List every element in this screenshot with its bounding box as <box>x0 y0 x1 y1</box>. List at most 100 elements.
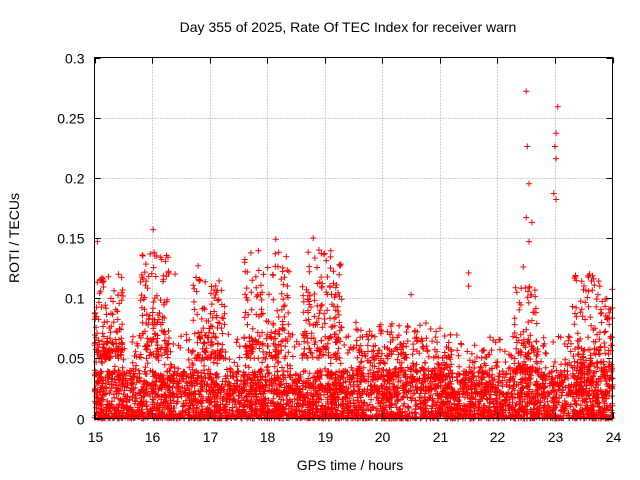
data-point <box>189 348 196 355</box>
data-point <box>506 383 513 390</box>
data-point <box>513 289 520 296</box>
data-point <box>131 400 138 407</box>
data-point <box>596 283 603 290</box>
data-point <box>234 377 241 384</box>
data-point <box>479 407 486 413</box>
data-point <box>318 302 324 309</box>
data-point <box>461 394 468 401</box>
data-point <box>457 340 464 347</box>
data-point <box>318 274 325 281</box>
data-point <box>418 405 425 412</box>
data-point <box>299 283 306 290</box>
data-point <box>319 414 326 421</box>
data-point <box>285 309 292 316</box>
data-point <box>118 274 125 281</box>
data-point <box>220 395 227 402</box>
data-point <box>368 396 375 403</box>
data-point <box>202 278 209 285</box>
data-point <box>131 414 138 421</box>
data-point <box>150 264 157 271</box>
data-point <box>456 363 463 370</box>
data-point <box>357 327 364 334</box>
data-point <box>264 264 271 271</box>
data-point <box>157 297 164 303</box>
data-point <box>247 249 254 256</box>
data-point <box>293 403 300 410</box>
data-point <box>417 322 423 329</box>
data-point <box>575 395 582 402</box>
data-point <box>133 395 140 402</box>
data-point <box>199 395 206 402</box>
data-point <box>331 315 338 322</box>
data-point <box>118 402 125 409</box>
data-point <box>289 353 296 360</box>
data-point <box>453 332 460 338</box>
data-point <box>331 400 338 406</box>
data-point <box>96 405 103 412</box>
data-point <box>247 382 254 389</box>
data-point <box>480 370 487 377</box>
data-point <box>190 317 197 324</box>
data-point <box>333 281 340 288</box>
data-point <box>305 249 312 256</box>
data-point <box>439 400 446 407</box>
data-point <box>562 400 569 407</box>
data-point <box>409 395 416 402</box>
data-point <box>170 398 177 404</box>
data-point <box>252 273 259 280</box>
data-point <box>139 252 146 258</box>
data-point <box>292 407 299 414</box>
data-point <box>161 361 168 368</box>
data-point <box>299 380 306 387</box>
data-point <box>152 273 159 280</box>
data-point <box>259 310 266 317</box>
data-point <box>255 267 262 274</box>
data-point <box>234 407 241 414</box>
data-point <box>289 414 295 421</box>
data-point <box>280 281 287 288</box>
data-point <box>142 261 149 268</box>
data-point <box>471 342 478 349</box>
data-point <box>542 364 549 371</box>
data-point <box>154 345 161 352</box>
data-point <box>107 329 114 336</box>
data-point <box>265 369 272 376</box>
data-point <box>458 341 465 348</box>
data-point <box>423 335 430 342</box>
data-point <box>423 402 430 409</box>
data-point <box>351 402 358 409</box>
data-point <box>214 340 221 347</box>
data-point <box>133 362 140 369</box>
data-point <box>553 367 560 374</box>
data-point <box>186 386 193 393</box>
data-point <box>236 343 243 350</box>
data-point <box>234 336 241 343</box>
data-point <box>323 257 330 264</box>
data-point <box>149 309 156 316</box>
data-point <box>396 322 403 329</box>
data-point <box>234 363 241 370</box>
data-point <box>479 370 486 377</box>
data-point <box>315 395 322 402</box>
data-point <box>371 333 378 340</box>
data-point <box>324 273 331 280</box>
data-point <box>395 397 402 404</box>
data-point <box>410 341 417 348</box>
data-point <box>115 271 122 278</box>
data-point <box>534 346 541 353</box>
data-point <box>132 409 139 416</box>
data-point <box>533 320 540 327</box>
data-point <box>103 305 109 312</box>
data-point <box>284 400 290 407</box>
data-point <box>334 374 341 381</box>
data-point <box>260 407 267 414</box>
data-point <box>335 345 342 352</box>
data-point <box>220 315 227 322</box>
data-point <box>374 407 381 414</box>
data-point <box>582 405 589 412</box>
data-point <box>540 334 547 341</box>
data-point <box>450 395 457 402</box>
data-point <box>150 325 157 332</box>
data-point <box>376 411 383 418</box>
